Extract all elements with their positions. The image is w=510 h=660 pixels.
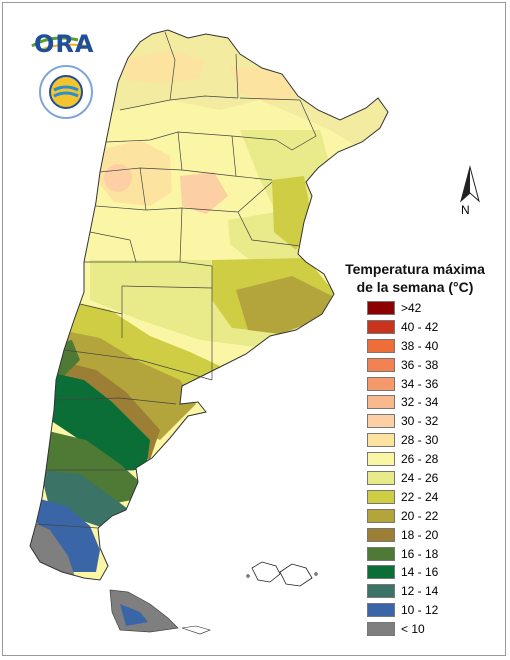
legend-swatch: [367, 414, 395, 429]
legend-swatch: [367, 376, 395, 391]
legend-swatch: [367, 395, 395, 410]
legend-title-line1: Temperatura máxima: [345, 261, 485, 277]
legend-label: 10 - 12: [401, 603, 439, 618]
province-borders: [35, 31, 317, 529]
tierra-del-fuego-cold-zone: [120, 604, 148, 626]
legend-label: 32 - 34: [401, 395, 439, 410]
legend-label: 30 - 32: [401, 414, 439, 429]
legend-swatch: [367, 546, 395, 561]
legend-swatch: [367, 489, 395, 504]
legend-label: < 10: [401, 622, 425, 637]
legend-label: 24 - 26: [401, 471, 439, 486]
legend-swatch: [367, 584, 395, 599]
ora-swoosh-icon: [31, 36, 89, 51]
legend-label: 20 - 22: [401, 508, 439, 523]
north-arrow-icon: [460, 165, 480, 203]
legend-label: 34 - 36: [401, 376, 439, 391]
legend-label: 18 - 20: [401, 527, 439, 542]
smn-seal-icon: [39, 65, 93, 119]
legend-label: 26 - 28: [401, 452, 439, 467]
legend-swatch: [367, 622, 395, 637]
legend-label: 22 - 24: [401, 489, 439, 504]
legend-label: 38 - 40: [401, 338, 439, 353]
north-label: N: [461, 203, 470, 217]
country-outline: [29, 29, 389, 581]
tierra-del-fuego: [109, 589, 179, 633]
legend-swatch: [367, 433, 395, 448]
legend-label: 28 - 30: [401, 433, 439, 448]
legend-label: >42: [401, 301, 422, 315]
legend-swatch: [367, 301, 395, 315]
legend-label: 36 - 38: [401, 357, 439, 372]
legend-title: Temperatura máxima de la semana (°C): [330, 260, 500, 296]
legend-swatch: [367, 603, 395, 618]
south-atlantic-islands: [181, 625, 211, 635]
legend-label: 40 - 42: [401, 319, 439, 334]
legend-swatch: [367, 357, 395, 372]
north-arrow: [455, 165, 485, 221]
legend-swatch: [367, 452, 395, 467]
legend-swatch: [367, 319, 395, 334]
legend-label: 12 - 14: [401, 584, 439, 599]
islas-malvinas: [246, 561, 318, 587]
ora-logo: ORA: [30, 28, 100, 62]
legend-label: 14 - 16: [401, 565, 439, 580]
map-frame: [2, 2, 506, 656]
legend-swatch: [367, 565, 395, 580]
legend-label: 16 - 18: [401, 546, 439, 561]
smn-seal: [38, 64, 94, 120]
legend-swatch: [367, 338, 395, 353]
ora-logo-text: ORA: [34, 30, 95, 58]
legend-swatch: [367, 471, 395, 486]
legend-swatch: [367, 527, 395, 542]
legend-title-line2: de la semana (°C): [356, 279, 474, 295]
legend-swatch: [367, 508, 395, 523]
